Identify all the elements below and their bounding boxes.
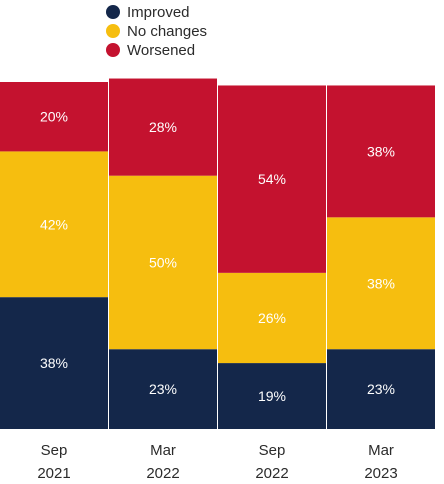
legend-marker-improved <box>106 5 120 19</box>
x-tick-label-month-sep-2022: Sep <box>259 442 286 459</box>
bar-segment-worsened-mar-2022 <box>109 78 217 176</box>
x-tick-label-month-sep-2021: Sep <box>41 442 68 459</box>
legend-label-worsened: Worsened <box>127 42 195 59</box>
x-tick-label-year-mar-2022: 2022 <box>146 465 179 482</box>
bar-segment-worsened-sep-2022 <box>218 85 326 273</box>
x-tick-label-year-sep-2021: 2021 <box>37 465 70 482</box>
chart-bars: 38% 42% 20% 23% 50% 28% 19% 26% 54% 23% 38% 38% <box>0 78 435 429</box>
legend-marker-no-changes <box>106 24 120 38</box>
data-label-improved-mar-2023: 23% <box>367 381 395 397</box>
data-label-improved-sep-2022: 19% <box>258 388 286 404</box>
legend-label-no-changes: No changes <box>127 23 207 40</box>
bar-segment-improved-mar-2023 <box>327 349 435 429</box>
bar-segment-improved-mar-2022 <box>109 349 217 429</box>
bar-segment-worsened-sep-2021 <box>0 82 108 152</box>
x-tick-label-month-mar-2023: Mar <box>368 442 394 459</box>
legend-label-improved: Improved <box>127 4 190 21</box>
data-label-worsened-sep-2021: 20% <box>40 109 68 125</box>
bar-segment-no-changes-mar-2023 <box>327 217 435 350</box>
data-label-no-changes-sep-2021: 42% <box>40 216 68 232</box>
bar-segment-no-changes-sep-2022 <box>218 272 326 364</box>
data-label-worsened-mar-2022: 28% <box>149 119 177 135</box>
data-label-no-changes-mar-2022: 50% <box>149 254 177 270</box>
x-tick-label-year-sep-2022: 2022 <box>255 465 288 482</box>
legend-marker-worsened <box>106 43 120 57</box>
data-label-no-changes-sep-2022: 26% <box>258 310 286 326</box>
data-label-no-changes-mar-2023: 38% <box>367 275 395 291</box>
x-tick-label-year-mar-2023: 2023 <box>364 465 397 482</box>
data-label-improved-sep-2021: 38% <box>40 355 68 371</box>
x-axis: Sep 2021 Mar 2022 Sep 2022 Mar 2023 <box>37 442 397 482</box>
x-tick-label-month-mar-2022: Mar <box>150 442 176 459</box>
bar-segment-no-changes-mar-2022 <box>109 175 217 350</box>
data-label-worsened-sep-2022: 54% <box>258 171 286 187</box>
bar-segment-no-changes-sep-2021 <box>0 151 108 298</box>
chart-legend: Improved No changes Worsened <box>106 4 207 59</box>
bar-segment-improved-sep-2021 <box>0 297 108 429</box>
bar-segment-improved-sep-2022 <box>218 363 326 429</box>
bar-segment-worsened-mar-2023 <box>327 85 435 218</box>
data-label-worsened-mar-2023: 38% <box>367 143 395 159</box>
data-label-improved-mar-2022: 23% <box>149 381 177 397</box>
